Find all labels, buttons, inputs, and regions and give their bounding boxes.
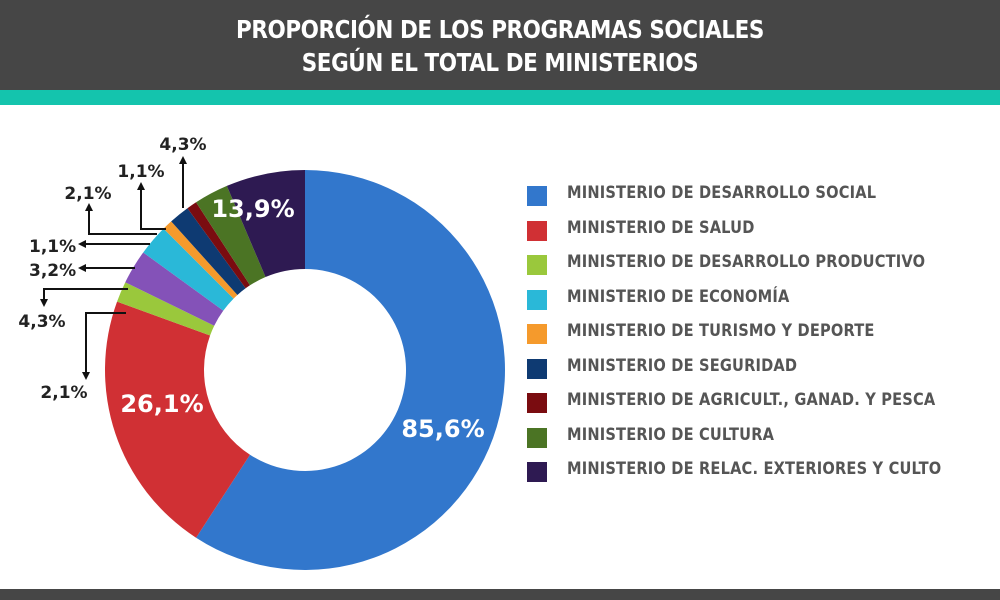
callout-arrow xyxy=(82,312,126,380)
legend-swatch xyxy=(527,220,547,241)
slice-1 xyxy=(196,170,505,570)
slice-10 xyxy=(226,170,305,278)
slice-label-callout: 2,1% xyxy=(40,383,87,403)
legend-label: MINISTERIO DE ECONOMÍA xyxy=(567,286,790,307)
legend-swatch xyxy=(527,358,547,379)
slice-3 xyxy=(117,282,215,336)
slice-label-callout: 2,1% xyxy=(64,184,111,204)
footer-bar xyxy=(0,589,1000,600)
slice-9 xyxy=(196,185,266,286)
slice-8 xyxy=(187,202,250,289)
legend-label: MINISTERIO DE AGRICULT., GANAD. Y PESCA xyxy=(567,390,936,410)
callout-arrow xyxy=(40,288,128,307)
chart-title-line-2: SEGÚN EL TOTAL DE MINISTERIOS xyxy=(301,48,699,77)
legend-swatch xyxy=(527,289,547,310)
legend-label: MINISTERIO DE SEGURIDAD xyxy=(567,355,798,376)
slice-label-callout: 4,3% xyxy=(159,135,206,155)
legend-label: MINISTERIO DE DESARROLLO PRODUCTIVO xyxy=(567,252,926,272)
legend-swatch xyxy=(527,393,547,413)
legend-swatch xyxy=(527,462,547,482)
slice-label-callout: 1,1% xyxy=(117,162,164,182)
legend-label: MINISTERIO DE RELAC. EXTERIORES Y CULTO xyxy=(567,459,942,479)
slice-label-callout: 4,3% xyxy=(18,312,65,332)
legend-swatch xyxy=(527,255,547,275)
legend-swatch xyxy=(527,186,547,206)
legend-label: MINISTERIO DE DESARROLLO SOCIAL xyxy=(567,183,877,203)
legend-swatch xyxy=(527,324,547,344)
slice-4 xyxy=(125,252,224,326)
legend-swatch xyxy=(527,427,547,448)
legend-label: MINISTERIO DE SALUD xyxy=(567,217,755,238)
legend-label: MINISTERIO DE CULTURA xyxy=(567,424,775,445)
slice-label-callout: 3,2% xyxy=(29,261,76,281)
slice-label-inside: 13,9% xyxy=(211,195,294,223)
header-bar xyxy=(0,0,1000,90)
chart-title-line-1: PROPORCIÓN DE LOS PROGRAMAS SOCIALES xyxy=(236,15,764,44)
callout-arrow xyxy=(137,182,166,230)
legend-label: MINISTERIO DE TURISMO Y DEPORTE xyxy=(567,321,875,341)
slice-6 xyxy=(163,221,238,299)
slice-7 xyxy=(171,208,246,295)
slice-5 xyxy=(143,228,234,311)
callout-arrow xyxy=(85,203,157,235)
slice-label-callout: 1,1% xyxy=(29,237,76,257)
slice-2 xyxy=(104,301,250,538)
accent-stripe xyxy=(0,90,1000,105)
slice-label-inside: 26,1% xyxy=(120,390,203,418)
slice-label-inside: 85,6% xyxy=(401,415,484,443)
